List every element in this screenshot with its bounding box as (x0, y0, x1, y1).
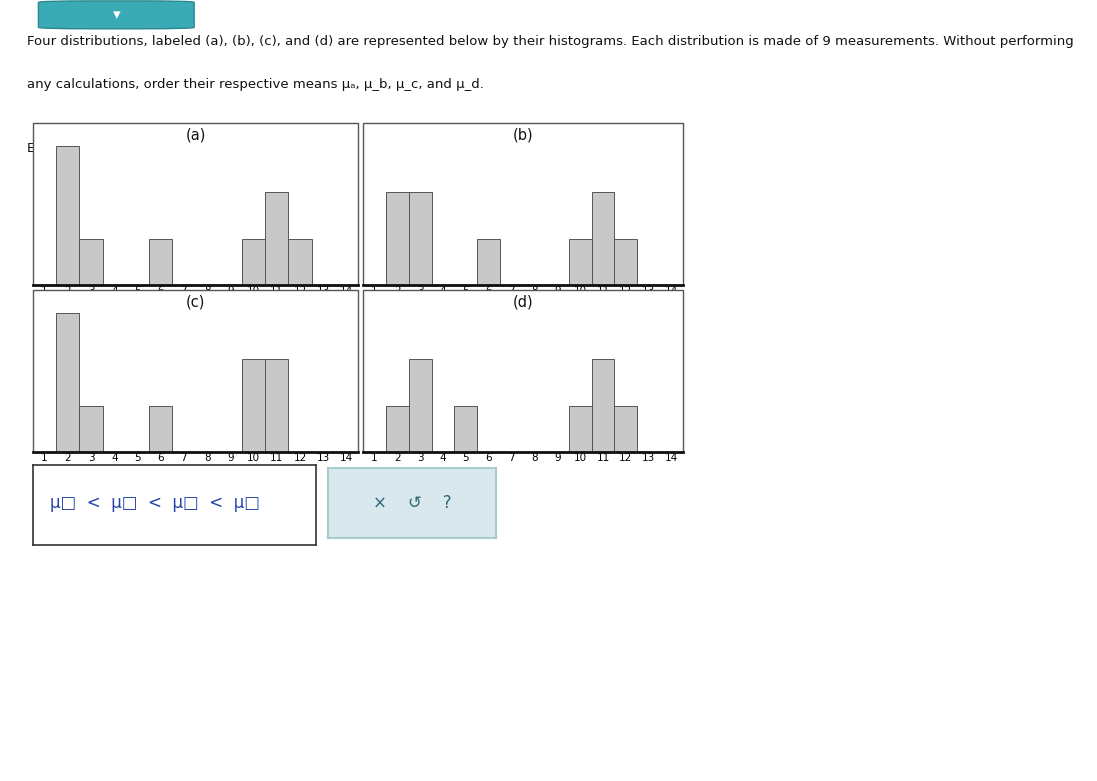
Bar (56, 146, 79, 285)
Bar (409, 359, 431, 452)
Text: (c): (c) (185, 295, 205, 310)
Bar (363, 290, 683, 452)
Bar (33, 123, 358, 285)
Bar (614, 239, 637, 285)
Bar (265, 359, 289, 452)
Text: (a): (a) (185, 128, 206, 143)
Bar (79, 239, 103, 285)
Text: μ□  <  μ□  <  μ□  <  μ□: μ□ < μ□ < μ□ < μ□ (50, 494, 260, 512)
Bar (454, 405, 477, 452)
Bar (289, 239, 312, 285)
Bar (409, 192, 431, 285)
FancyBboxPatch shape (38, 1, 194, 29)
Bar (477, 239, 500, 285)
Bar (242, 359, 265, 452)
Text: (b): (b) (512, 128, 533, 143)
Text: ▾: ▾ (113, 7, 120, 23)
Bar (363, 123, 683, 285)
Text: Four distributions, labeled (a), (b), (c), and (d) are represented below by thei: Four distributions, labeled (a), (b), (c… (27, 35, 1074, 48)
Bar (33, 290, 358, 452)
Bar (149, 405, 172, 452)
Bar (56, 313, 79, 452)
Bar (591, 192, 614, 285)
Text: any calculations, order their respective means μₐ, μ_b, μ_c, and μ_d.: any calculations, order their respective… (27, 78, 484, 91)
Bar (242, 239, 265, 285)
Text: (d): (d) (512, 295, 533, 310)
Text: ×    ↺    ?: × ↺ ? (373, 494, 451, 512)
Text: Enter the four subscripts appropriately below.: Enter the four subscripts appropriately … (27, 142, 333, 155)
Bar (265, 192, 289, 285)
Bar (568, 239, 591, 285)
Bar (79, 405, 103, 452)
Bar (149, 239, 172, 285)
Bar (386, 405, 409, 452)
Bar (591, 359, 614, 452)
Bar (386, 192, 409, 285)
Bar (568, 405, 591, 452)
Bar (614, 405, 637, 452)
